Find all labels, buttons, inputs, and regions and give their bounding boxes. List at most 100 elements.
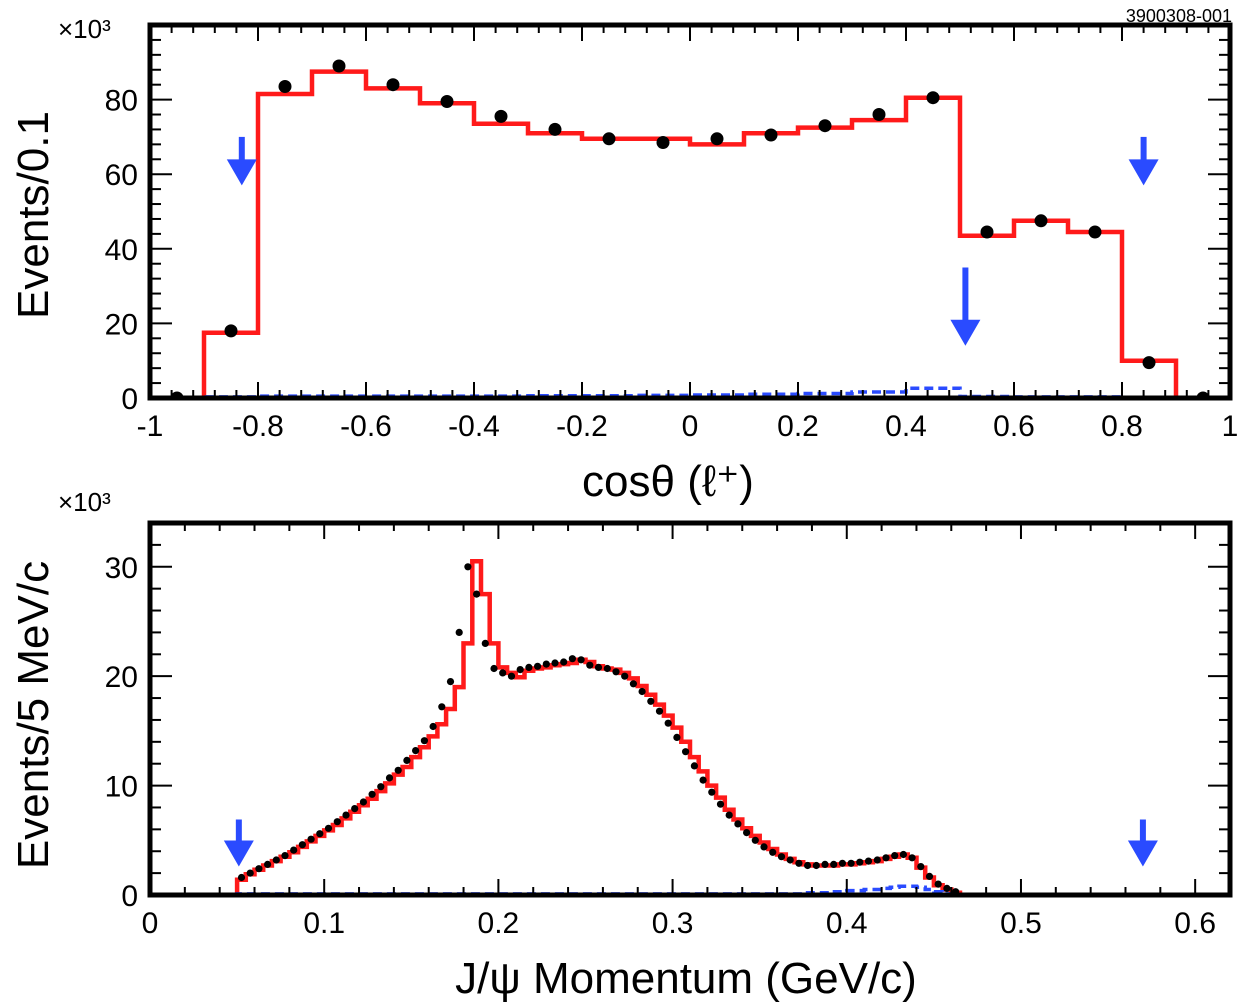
x-tick-label: 0.5 xyxy=(1000,907,1042,940)
data-point xyxy=(568,655,577,663)
data-point xyxy=(534,662,542,670)
mc-histogram xyxy=(150,69,1230,398)
data-point xyxy=(403,756,411,765)
data-point xyxy=(943,884,951,893)
data-point xyxy=(769,848,777,856)
data-point xyxy=(664,719,672,727)
data-point xyxy=(332,59,346,73)
x-tick-label: 0 xyxy=(142,907,159,940)
x-tick-label: -0.6 xyxy=(340,410,392,443)
data-point xyxy=(525,663,533,672)
top-y-axis-label: Events/0.1 xyxy=(9,111,58,319)
data-point xyxy=(682,748,690,756)
x-tick-label: -0.4 xyxy=(448,410,500,443)
data-point xyxy=(629,680,638,688)
x-tick-label: -1 xyxy=(137,410,164,443)
y-tick-label: 30 xyxy=(105,552,138,585)
top-x-axis-label: cosθ (ℓ⁺) xyxy=(582,457,754,506)
data-point xyxy=(560,658,568,666)
data-point xyxy=(490,664,498,673)
data-point xyxy=(710,132,724,146)
cut-arrow-head xyxy=(1128,159,1159,186)
data-point xyxy=(586,661,594,669)
x-tick-label: 0.2 xyxy=(478,907,520,940)
data-point xyxy=(1088,225,1102,239)
data-point xyxy=(481,639,489,648)
data-point xyxy=(420,737,428,745)
data-point xyxy=(864,857,873,865)
data-point xyxy=(751,836,759,844)
data-point xyxy=(499,669,507,677)
data-point xyxy=(602,132,616,146)
y-tick-label: 20 xyxy=(105,661,138,694)
x-tick-label: 1 xyxy=(1222,410,1239,443)
data-point xyxy=(777,853,786,861)
y-tick-label: 0 xyxy=(121,880,138,913)
data-point xyxy=(804,861,812,870)
data-point xyxy=(647,697,655,705)
bottom-y-axis-label: Events/5 MeV/c xyxy=(9,561,58,869)
data-point xyxy=(473,590,481,598)
data-point xyxy=(656,136,670,149)
data-point xyxy=(891,852,899,860)
data-point xyxy=(264,860,272,869)
cut-arrow-head xyxy=(223,840,254,867)
data-point xyxy=(494,109,508,123)
data-point xyxy=(412,747,420,755)
y-tick-label: 80 xyxy=(105,85,138,118)
data-point xyxy=(386,78,400,92)
data-point xyxy=(272,856,280,864)
x-tick-label: -0.8 xyxy=(232,410,284,443)
data-point xyxy=(507,672,516,680)
data-point xyxy=(368,790,376,798)
x-tick-label: 0.1 xyxy=(303,907,345,940)
data-point xyxy=(899,850,908,859)
data-point xyxy=(980,225,994,239)
cut-arrow-head xyxy=(950,319,981,346)
data-point xyxy=(333,818,341,826)
data-point xyxy=(307,835,315,843)
data-point xyxy=(917,863,925,871)
data-point xyxy=(699,776,707,784)
data-point xyxy=(464,563,472,571)
data-point xyxy=(298,841,306,849)
data-point xyxy=(278,80,292,93)
data-point xyxy=(548,122,562,136)
cos-theta-panel: ×10³ Events/0.1 cosθ (ℓ⁺) -1 -0.8 -0.6 -0.4… xyxy=(9,14,1238,506)
data-point xyxy=(455,628,463,637)
data-point xyxy=(725,811,733,819)
data-point xyxy=(786,856,794,864)
data-point xyxy=(246,869,254,877)
data-point xyxy=(237,873,246,882)
bottom-y-multiplier: ×10³ xyxy=(58,487,111,517)
data-point xyxy=(847,859,855,867)
data-point xyxy=(385,774,394,782)
data-point xyxy=(316,830,324,838)
data-point xyxy=(934,880,942,888)
data-point xyxy=(603,664,611,673)
data-point xyxy=(882,854,890,862)
data-point xyxy=(1142,356,1156,370)
data-point xyxy=(872,108,886,121)
data-point xyxy=(812,861,820,870)
x-tick-label: 0 xyxy=(682,410,699,443)
data-point xyxy=(1034,214,1048,228)
y-tick-label: 0 xyxy=(121,383,138,416)
data-point xyxy=(716,800,725,808)
data-point xyxy=(377,783,385,791)
data-point xyxy=(838,859,847,867)
cut-arrow-head xyxy=(1127,840,1158,867)
data-point xyxy=(359,798,367,806)
data-point xyxy=(621,672,629,680)
data-point xyxy=(708,788,716,796)
data-point xyxy=(925,872,934,881)
data-point xyxy=(542,660,550,668)
y-tick-label: 60 xyxy=(105,159,138,192)
data-point xyxy=(673,733,681,742)
data-point xyxy=(255,865,263,873)
data-point xyxy=(690,762,699,770)
data-point xyxy=(743,829,751,837)
data-point xyxy=(446,678,455,686)
data-point xyxy=(551,659,559,667)
